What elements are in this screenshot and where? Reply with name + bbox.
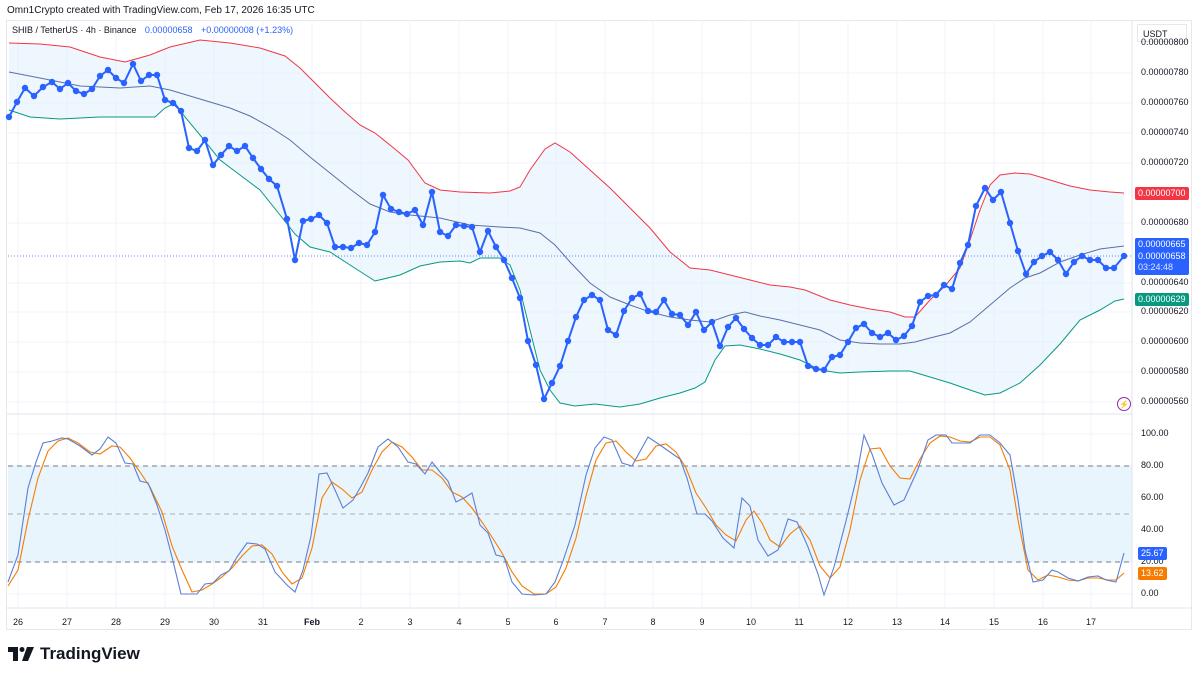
time-tick-label: 4: [456, 617, 462, 627]
time-tick-label: 29: [159, 617, 171, 627]
time-tick-label: 2: [358, 617, 364, 627]
last-price-value: 0.00000658: [144, 25, 193, 35]
stoch-tick-label: 0.00: [1141, 588, 1159, 598]
price-tick-label: 0.00000620: [1141, 306, 1189, 316]
price-tick-label: 0.00000580: [1141, 366, 1189, 376]
price-tick-label: 0.00000760: [1141, 97, 1189, 107]
time-tick-label: 17: [1085, 617, 1097, 627]
time-tick-label: Feb: [303, 617, 321, 627]
stoch-tick-label: 20.00: [1141, 556, 1164, 566]
chart-frame: [6, 20, 1192, 630]
time-tick-label: 14: [939, 617, 951, 627]
time-tick-label: 31: [257, 617, 269, 627]
logo-text: TradingView: [40, 644, 140, 663]
stoch-tick-label: 40.00: [1141, 524, 1164, 534]
time-tick-label: 30: [208, 617, 220, 627]
time-tick-label: 16: [1037, 617, 1049, 627]
tradingview-logo[interactable]: TradingView: [8, 644, 140, 664]
price-markers: [5, 60, 1128, 403]
last-price-badge: 0.00000665 0.00000658 03:24:48: [1135, 238, 1189, 275]
price-tick-label: 0.00000740: [1141, 127, 1189, 137]
stoch-d-line: [7, 435, 1125, 595]
time-tick-label: 15: [988, 617, 1000, 627]
currency-selector[interactable]: USDT: [1137, 24, 1187, 42]
price-tick-label-clipped: 0.00000800: [1141, 37, 1189, 47]
stoch-tick-label: 80.00: [1141, 460, 1164, 470]
time-tick-label: 11: [794, 617, 804, 627]
time-tick-label: 7: [602, 617, 608, 627]
time-tick-label: 8: [650, 617, 656, 627]
lower-band-badge: 0.00000629: [1135, 293, 1189, 306]
time-tick-label: 3: [407, 617, 413, 627]
attribution: Omn1Crypto created with TradingView.com,…: [7, 5, 315, 16]
bollinger-lower-line: [8, 102, 1125, 408]
time-tick-label: 12: [842, 617, 854, 627]
price-tick-label: 0.00000720: [1141, 157, 1189, 167]
time-tick-label: 10: [745, 617, 757, 627]
price-tick-label: 0.00000780: [1141, 67, 1189, 77]
stoch-k-line: [7, 433, 1125, 597]
time-tick-label: 6: [553, 617, 559, 627]
stoch-tick-label: 60.00: [1141, 492, 1164, 502]
tradingview-logo-icon: [8, 647, 34, 661]
time-tick-label: 9: [699, 617, 705, 627]
alert-bolt-icon[interactable]: ⚡: [1117, 397, 1131, 411]
stoch-k-badge: 25.67: [1138, 547, 1167, 560]
price-tick-label: 0.00000560: [1141, 396, 1189, 406]
symbol-legend[interactable]: SHIB / TetherUS · 4h · Binance 0.0000065…: [12, 25, 293, 35]
price-tick-label: 0.00000600: [1141, 336, 1189, 346]
symbol-label: SHIB / TetherUS · 4h · Binance: [12, 25, 137, 35]
bollinger-basis-line: [8, 71, 1125, 345]
time-tick-label: 5: [505, 617, 511, 627]
upper-band-badge: 0.00000700: [1135, 187, 1189, 200]
time-tick-label: 28: [110, 617, 122, 627]
price-tick-label: 0.00000640: [1141, 277, 1189, 287]
time-tick-label: 26: [12, 617, 24, 627]
stoch-tick-label: 100.00: [1141, 428, 1169, 438]
bollinger-fill: [9, 40, 1124, 407]
price-tick-label: 0.00000680: [1141, 217, 1189, 227]
time-tick-label: 13: [891, 617, 903, 627]
stoch-d-badge: 13.62: [1138, 567, 1167, 580]
price-change-value: +0.00000008 (+1.23%): [201, 25, 294, 35]
time-tick-label: 27: [61, 617, 73, 627]
